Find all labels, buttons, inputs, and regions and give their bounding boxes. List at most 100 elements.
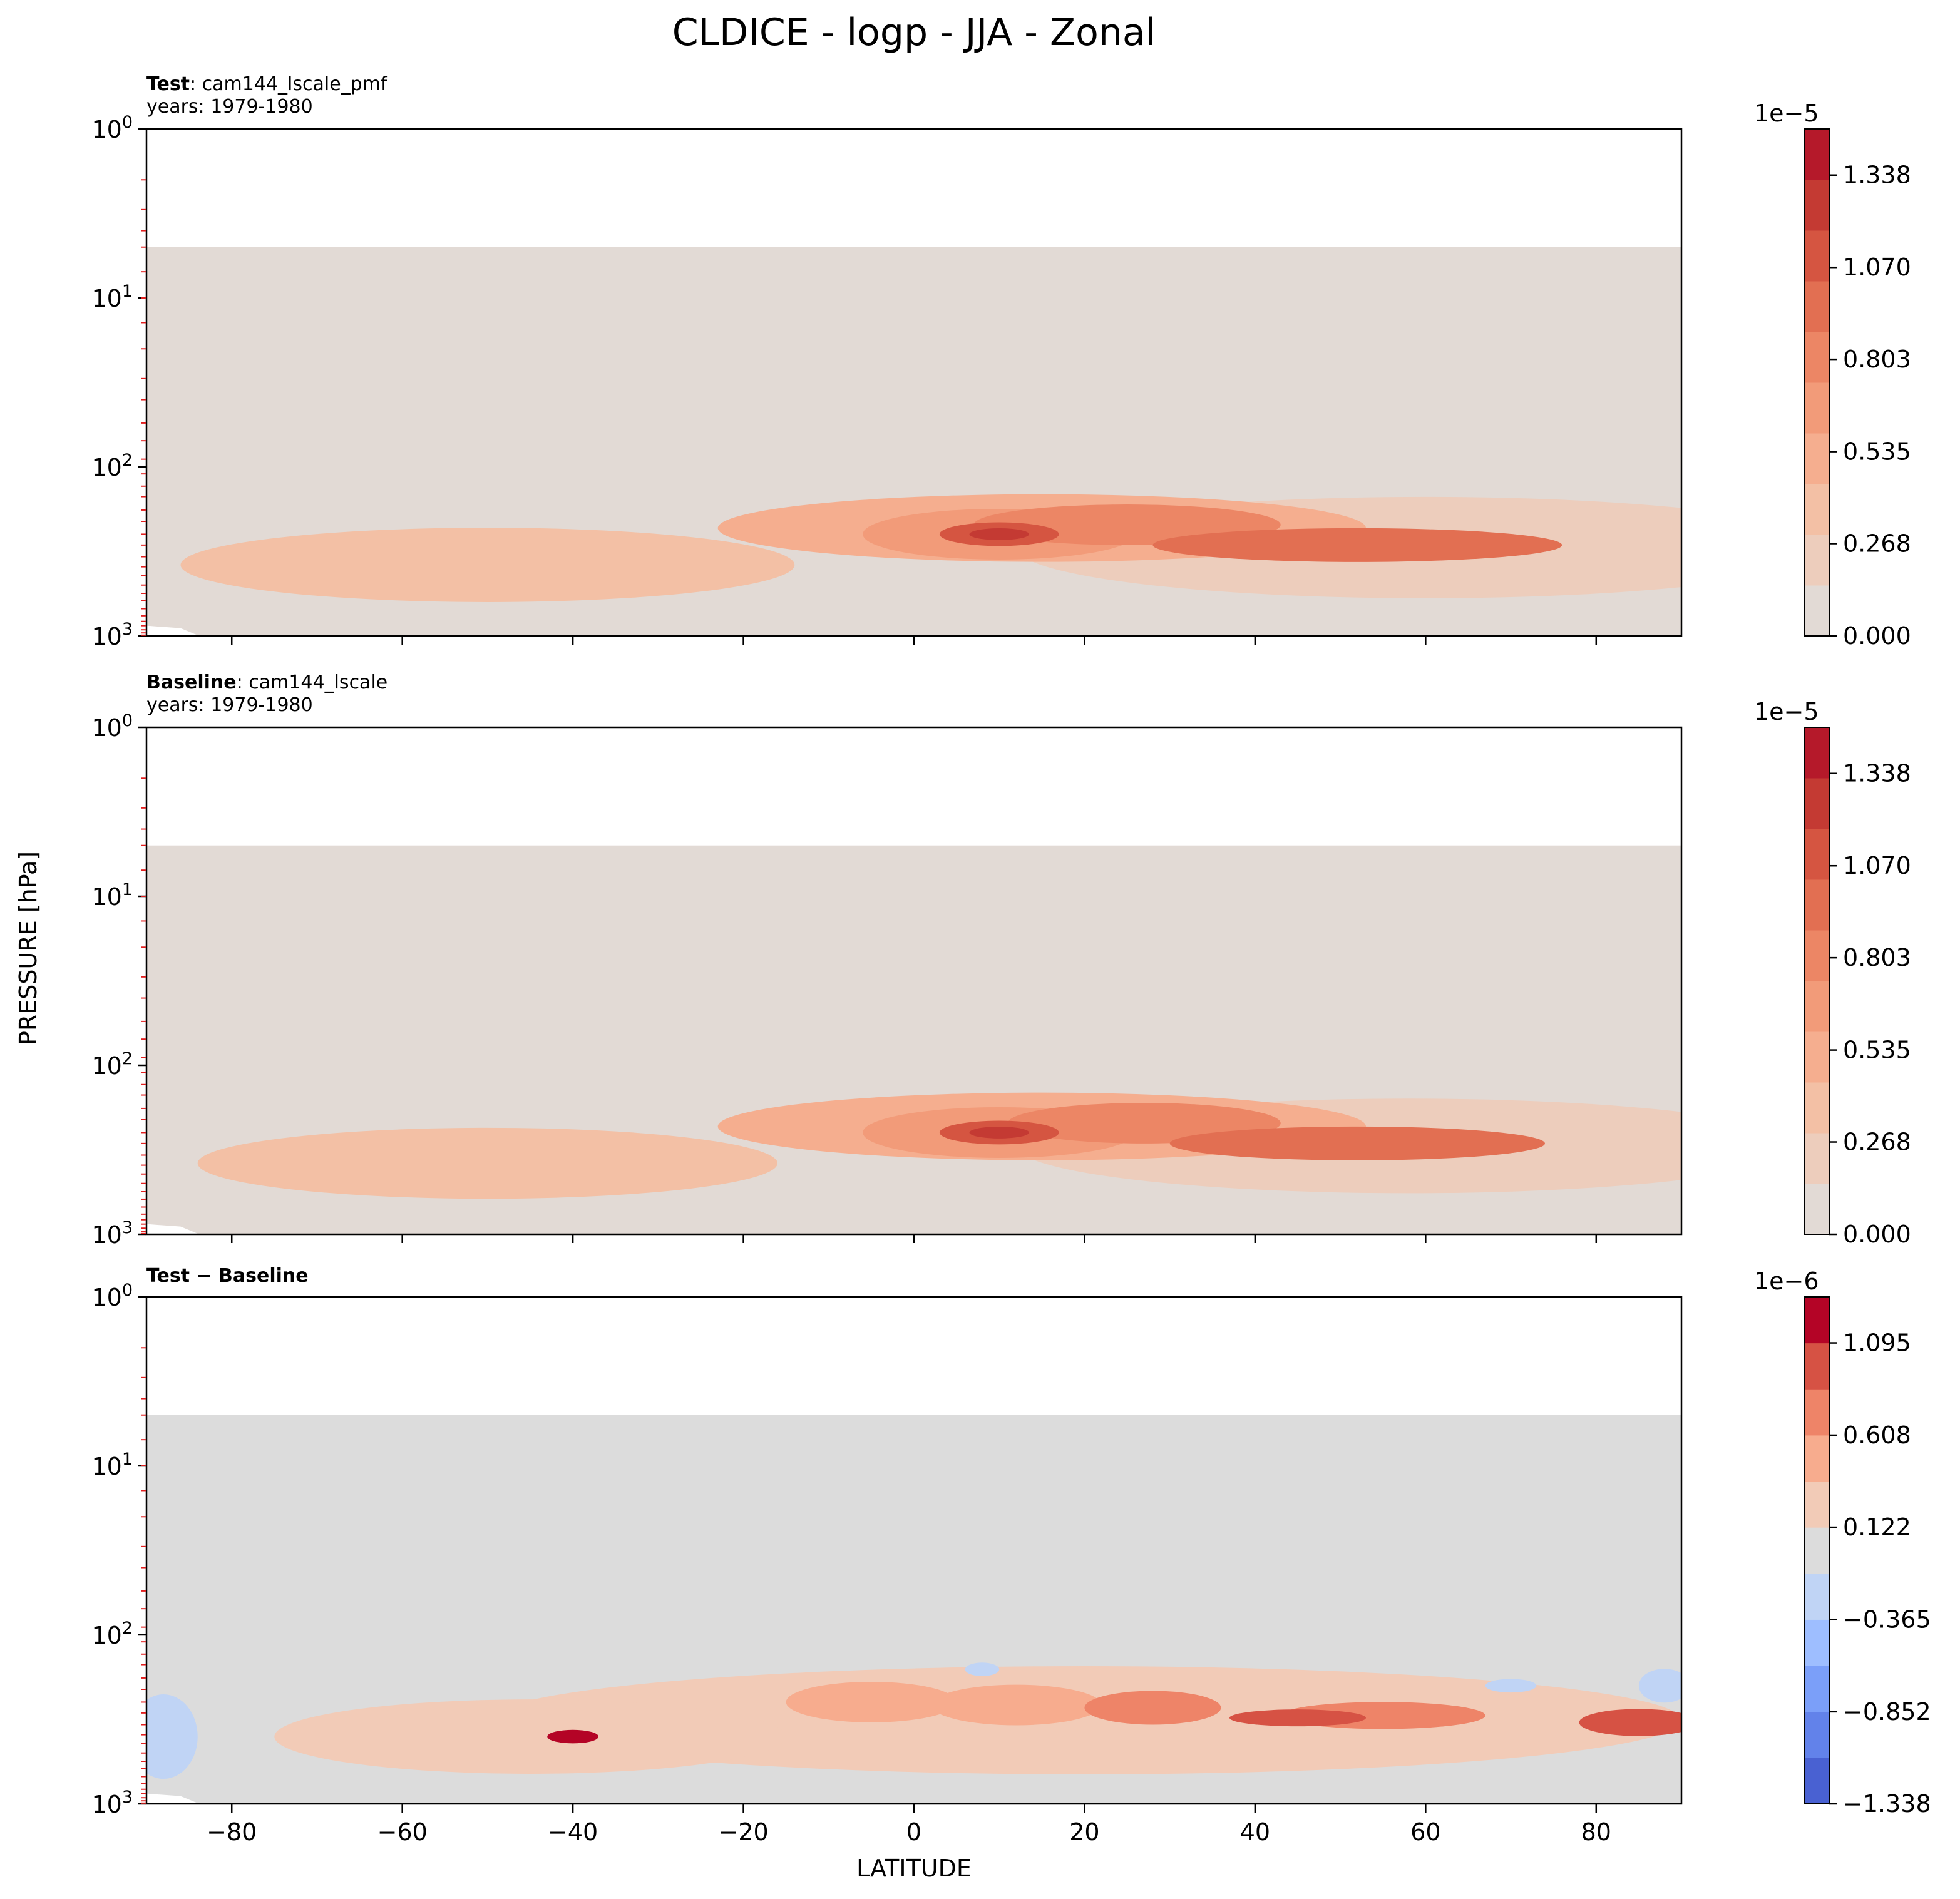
x-tick-label: 20 — [1069, 1818, 1099, 1846]
y-tick-label: 103 — [91, 1788, 133, 1818]
y-tick-label: 103 — [91, 1218, 133, 1249]
colorbar-segment — [1804, 1343, 1829, 1390]
panel-title-rest: : cam144_lscale — [237, 672, 388, 694]
colorbar-segment — [1804, 1435, 1829, 1482]
y-tick-label: 103 — [91, 620, 133, 650]
panel-title-bold: Test — [146, 73, 190, 95]
colorbar-tick-label: 0.122 — [1843, 1513, 1911, 1541]
colorbar-segment — [1804, 778, 1829, 829]
y-tick-label: 101 — [91, 1450, 133, 1480]
colorbar-segment — [1804, 1619, 1829, 1666]
colorbar: 0.000 0.268 0.535 0.803 1.070 1.338 1e−5 — [1754, 100, 1911, 650]
colorbar-segment — [1804, 1758, 1829, 1804]
contour-level — [547, 1729, 598, 1744]
panel-test: 100 101 102 103 Test: cam144_lscale_pmfyears… — [91, 73, 1911, 650]
colorbar-offset-text: 1e−6 — [1754, 1267, 1819, 1295]
colorbar: 0.000 0.268 0.535 0.803 1.070 1.338 1e−5 — [1754, 698, 1911, 1248]
surface-mask — [146, 1793, 403, 1804]
colorbar-tick-label: 1.070 — [1843, 253, 1911, 281]
colorbar-frame — [1804, 727, 1830, 1235]
colorbar-segment — [1804, 930, 1829, 981]
colorbar-tick-label: 0.803 — [1843, 346, 1911, 373]
x-tick-label: −40 — [548, 1818, 598, 1846]
contour-fill — [146, 1415, 1681, 1804]
panel-subtitle: years: 1979-1980 — [146, 694, 313, 716]
colorbar-tick-label: 0.535 — [1843, 1037, 1911, 1064]
colorbar-frame — [1804, 128, 1830, 637]
panel-baseline: 100 101 102 103 Baseline: cam144_lscaleyears… — [91, 672, 1911, 1249]
colorbar-tick-label: 0.000 — [1843, 622, 1911, 650]
contour-level — [969, 1126, 1029, 1139]
y-tick-label: 100 — [91, 113, 133, 143]
surface-mask — [146, 1224, 403, 1234]
contour-level — [487, 1666, 1681, 1774]
contour-level — [931, 1684, 1102, 1726]
contour-fill — [146, 247, 1681, 636]
colorbar-tick-label: 1.070 — [1843, 852, 1911, 879]
colorbar-tick-label: 0.268 — [1843, 530, 1911, 558]
colorbar-segment — [1804, 281, 1829, 332]
colorbar-tick-label: −0.365 — [1843, 1605, 1931, 1633]
panel-title-bold: Baseline — [146, 672, 237, 694]
colorbar-segment — [1804, 433, 1829, 484]
colorbar-offset-text: 1e−5 — [1754, 100, 1819, 127]
colorbar-tick-label: 0.000 — [1843, 1221, 1911, 1248]
colorbar-segment — [1804, 1666, 1829, 1712]
colorbar-segment — [1804, 1184, 1829, 1235]
y-axis-label: PRESSURE [hPa] — [14, 851, 42, 1045]
colorbar-segment — [1804, 129, 1829, 180]
y-tick-label: 100 — [91, 1281, 133, 1311]
colorbar-segment — [1804, 1573, 1829, 1620]
x-tick-label: −80 — [207, 1818, 257, 1846]
colorbar-tick-label: 1.338 — [1843, 161, 1911, 189]
colorbar-tick-label: 0.535 — [1843, 438, 1911, 466]
contour-level-negative — [1638, 1669, 1681, 1703]
colorbar-tick-label: −1.338 — [1843, 1790, 1931, 1818]
colorbar-tick-label: 0.608 — [1843, 1421, 1911, 1449]
panel-title: Test − Baseline — [146, 1265, 309, 1287]
x-tick-label: −60 — [377, 1818, 428, 1846]
colorbar: −1.338 −0.852 −0.365 0.122 0.608 1.095 1e−6 — [1754, 1267, 1931, 1818]
colorbar-segment — [1804, 829, 1829, 880]
contour-level — [180, 528, 795, 602]
panel-difference: −80 −60 −40 −20 0 20 40 60 80 100 101 102 103 Test − … — [91, 1265, 1931, 1846]
colorbar-segment — [1804, 1031, 1829, 1083]
contour-level — [197, 1127, 778, 1199]
panels-group: 100 101 102 103 Test: cam144_lscale_pmfyears… — [91, 73, 1931, 1846]
colorbar-segment — [1804, 1133, 1829, 1184]
panel-title-bold: Test − Baseline — [146, 1265, 309, 1287]
colorbar-segment — [1804, 484, 1829, 535]
panel-title: Test: cam144_lscale_pmf — [146, 73, 388, 95]
colorbar-tick-label: −0.852 — [1843, 1698, 1931, 1726]
colorbar-segment — [1804, 1527, 1829, 1574]
y-tick-label: 102 — [91, 451, 133, 481]
surface-mask — [146, 625, 403, 636]
colorbar-segment — [1804, 535, 1829, 586]
y-tick-label: 101 — [91, 880, 133, 911]
colorbar-segment — [1804, 1082, 1829, 1134]
x-tick-label: −20 — [718, 1818, 768, 1846]
contour-level — [786, 1682, 957, 1722]
contour-level-negative — [1485, 1679, 1537, 1693]
x-tick-label: 80 — [1581, 1818, 1611, 1846]
colorbar-segment — [1804, 981, 1829, 1032]
contour-level — [1084, 1691, 1221, 1725]
colorbar-segment — [1804, 332, 1829, 383]
colorbar-segment — [1804, 382, 1829, 434]
colorbar-tick-label: 1.338 — [1843, 760, 1911, 787]
x-tick-label: 0 — [906, 1818, 921, 1846]
colorbar-tick-label: 0.268 — [1843, 1129, 1911, 1156]
colorbar-segment — [1804, 879, 1829, 931]
contour-level-negative — [965, 1662, 1000, 1676]
y-tick-label: 102 — [91, 1619, 133, 1649]
y-tick-label: 100 — [91, 711, 133, 742]
colorbar-frame — [1804, 1296, 1830, 1804]
panel-title: Baseline: cam144_lscale — [146, 672, 387, 694]
y-tick-label: 101 — [91, 282, 133, 312]
contour-level — [969, 528, 1029, 540]
contour-level — [1152, 528, 1562, 562]
x-tick-label: 40 — [1240, 1818, 1270, 1846]
panel-subtitle: years: 1979-1980 — [146, 96, 313, 118]
contour-level — [1229, 1709, 1366, 1727]
panel-title-rest: : cam144_lscale_pmf — [190, 73, 388, 95]
